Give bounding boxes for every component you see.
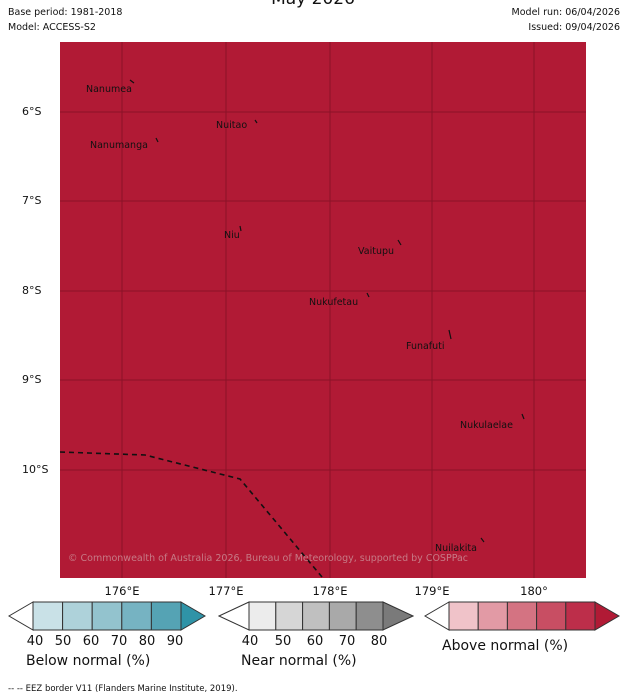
near-tick: 50	[274, 634, 292, 649]
lat-label: 7°S	[22, 194, 42, 207]
colorbar-segment	[565, 601, 596, 631]
island-nukulaelae	[521, 413, 525, 420]
forecast-map[interactable]: Nanumea Nuitao Nanumanga Niu Vaitupu Nuk…	[60, 42, 586, 578]
place-nuilakita: Nuilakita	[435, 543, 477, 554]
map-graticule	[60, 42, 586, 578]
lat-label: 8°S	[22, 284, 42, 297]
lon-label: 179°E	[414, 584, 450, 598]
place-nanumanga: Nanumanga	[90, 140, 148, 151]
eez-legend-text: -- EEZ border V11 (Flanders Marine Insti…	[16, 684, 238, 694]
island-nanumanga	[155, 137, 159, 143]
near-tick: 80	[370, 634, 388, 649]
colorbar-arrow-right	[382, 601, 414, 631]
model-run-text: Model run: 06/04/2026	[511, 7, 620, 18]
colorbar-arrow-right	[180, 601, 206, 631]
copyright-text: © Commonwealth of Australia 2026, Bureau…	[68, 553, 469, 564]
below-tick: 60	[82, 634, 100, 649]
colorbar-arrow-right	[594, 601, 620, 631]
near-normal-colorbar	[218, 600, 414, 634]
lon-label: 178°E	[312, 584, 348, 598]
colorbar-segment	[355, 601, 384, 631]
place-nukufetau: Nukufetau	[309, 297, 359, 308]
colorbar-segment	[477, 601, 508, 631]
lat-label: 9°S	[22, 373, 42, 386]
colorbar-arrow-left	[424, 601, 450, 631]
colorbar-segment	[448, 601, 479, 631]
colorbar-segment	[328, 601, 357, 631]
eez-legend-dash: --	[8, 684, 17, 694]
place-niu: Niu	[224, 230, 240, 241]
colorbar-segment	[275, 601, 304, 631]
below-normal-colorbar	[8, 600, 206, 634]
model-name-text: Model: ACCESS-S2	[8, 22, 96, 33]
near-tick: 60	[306, 634, 324, 649]
place-nanumea: Nanumea	[86, 84, 132, 95]
near-tick: 70	[338, 634, 356, 649]
colorbar-arrow-left	[218, 601, 250, 631]
base-period-text: Base period: 1981-2018	[8, 7, 123, 18]
colorbar-segment	[248, 601, 277, 631]
eez-border-line	[60, 451, 323, 578]
near-tick: 40	[241, 634, 259, 649]
eez-legend: -- -- EEZ border V11 (Flanders Marine In…	[8, 684, 238, 694]
colorbar-segment	[506, 601, 538, 631]
place-funafuti: Funafuti	[406, 341, 445, 352]
below-tick: 90	[166, 634, 184, 649]
island-niu	[239, 225, 242, 232]
place-vaitupu: Vaitupu	[358, 246, 395, 257]
below-tick: 70	[110, 634, 128, 649]
colorbar-segment	[32, 601, 64, 631]
lat-label: 6°S	[22, 105, 42, 118]
map-title: May 2026	[0, 0, 626, 9]
below-normal-label: Below normal (%)	[26, 653, 151, 669]
island-nuitao	[254, 119, 258, 124]
colorbar-segment	[536, 601, 567, 631]
colorbar-segment	[62, 601, 93, 631]
colorbar-segment	[91, 601, 123, 631]
lon-label: 177°E	[208, 584, 244, 598]
below-tick: 80	[138, 634, 156, 649]
colorbar-arrow-left	[8, 601, 34, 631]
above-normal-label: Above normal (%)	[442, 638, 569, 654]
issued-date-text: Issued: 09/04/2026	[528, 22, 620, 33]
island-nanumea	[129, 79, 135, 84]
lat-label: 10°S	[22, 463, 49, 476]
place-nuitao: Nuitao	[216, 120, 248, 131]
island-funafuti	[448, 329, 452, 340]
colorbar-segment	[150, 601, 182, 631]
below-tick: 50	[54, 634, 72, 649]
island-vaitupu	[397, 239, 402, 246]
lon-label: 180°	[520, 584, 548, 598]
colorbar-segment	[302, 601, 330, 631]
above-normal-colorbar	[424, 600, 620, 634]
place-nukulaelae: Nukulaelae	[460, 420, 513, 431]
island-nukufetau	[366, 292, 370, 298]
island-nuilakita	[480, 537, 485, 543]
below-tick: 40	[26, 634, 44, 649]
colorbar-segment	[121, 601, 152, 631]
lon-label: 176°E	[104, 584, 140, 598]
near-normal-label: Near normal (%)	[241, 653, 357, 669]
